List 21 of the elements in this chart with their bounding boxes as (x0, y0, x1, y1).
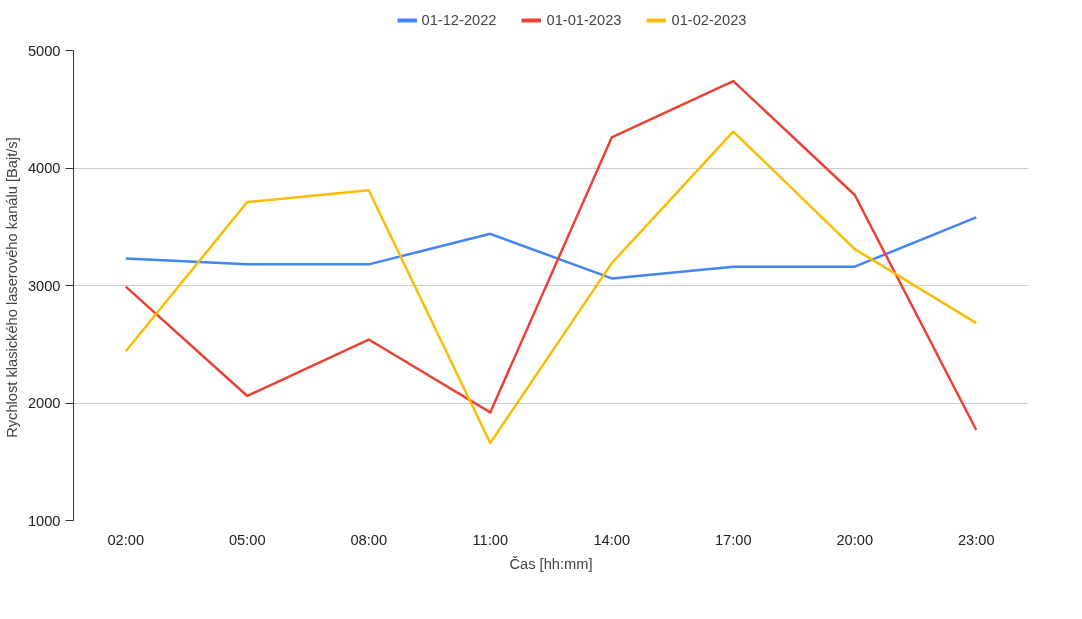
line-series (124, 216, 978, 280)
x-axis-title: Čas [hh:mm] (509, 555, 593, 572)
legend-label: 01-01-2023 (546, 12, 622, 28)
legend-label: 01-12-2022 (421, 12, 497, 28)
x-tick-label: 14:00 (593, 531, 631, 548)
x-tick-label: 08:00 (350, 531, 388, 548)
legend-label: 01-02-2023 (671, 12, 747, 28)
line-series (124, 130, 978, 445)
x-tick-label: 05:00 (228, 531, 266, 548)
line-series (124, 79, 978, 432)
y-tick-label: 5000 (27, 42, 61, 59)
x-tick-label: 02:00 (107, 531, 145, 548)
x-tick-label: 11:00 (472, 531, 509, 548)
y-tick-label: 1000 (27, 512, 61, 529)
x-tick-label: 17:00 (714, 531, 752, 548)
y-axis-title: Rychlost klasického laserového kanálu [Bajt/s] (3, 137, 20, 438)
y-tick-label: 3000 (27, 277, 61, 294)
x-tick-label: 23:00 (957, 531, 995, 548)
y-tick-label: 2000 (27, 395, 61, 411)
y-tick-label: 4000 (27, 160, 61, 176)
x-tick-label: 20:00 (836, 531, 874, 548)
